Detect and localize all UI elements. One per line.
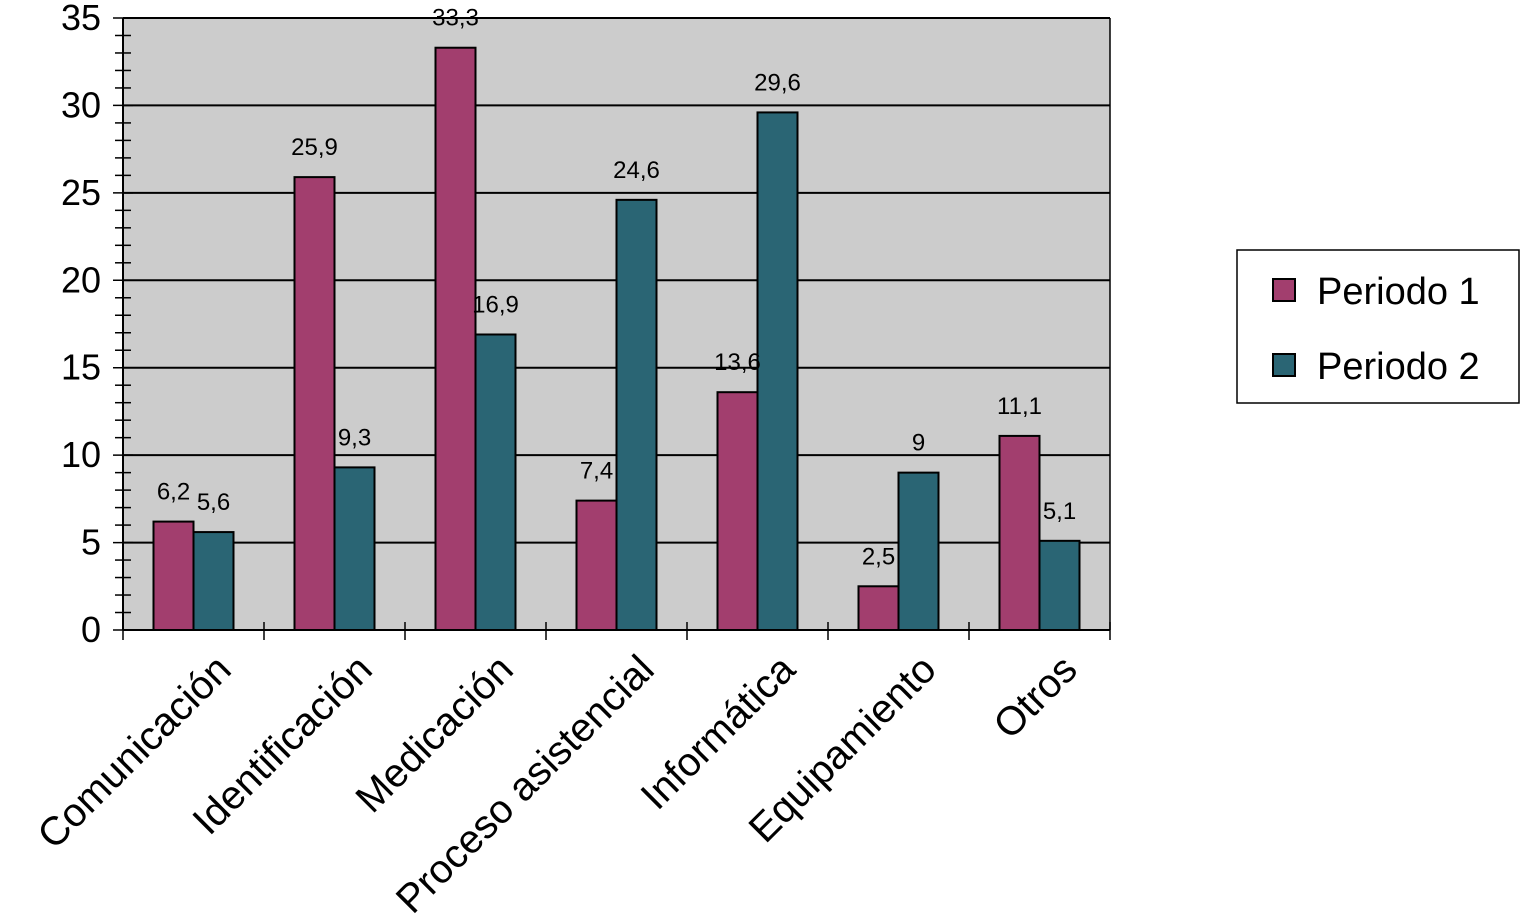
legend-swatch-periodo-2 bbox=[1272, 353, 1296, 377]
data-label: 6,2 bbox=[157, 479, 190, 506]
data-label: 9 bbox=[912, 430, 925, 457]
legend-label-periodo-2: Periodo 2 bbox=[1317, 346, 1480, 388]
data-label: 25,9 bbox=[291, 134, 338, 161]
data-label: 24,6 bbox=[613, 157, 660, 184]
y-tick-label: 35 bbox=[61, 0, 101, 38]
bar bbox=[615, 198, 658, 631]
legend: Periodo 1 Periodo 2 bbox=[1236, 249, 1520, 404]
data-label: 29,6 bbox=[754, 69, 801, 96]
bar bbox=[897, 471, 940, 631]
axes bbox=[113, 17, 1111, 640]
data-label: 5,1 bbox=[1043, 498, 1076, 525]
legend-box bbox=[1236, 249, 1520, 404]
data-label: 2,5 bbox=[862, 543, 895, 570]
y-tick-label: 20 bbox=[61, 259, 101, 300]
bar bbox=[998, 434, 1041, 631]
y-tick-label: 25 bbox=[61, 172, 101, 213]
bar bbox=[152, 520, 195, 631]
y-tick-labels: 0 5 10 15 20 25 30 35 bbox=[61, 0, 101, 650]
data-label: 16,9 bbox=[472, 291, 519, 318]
data-label: 9,3 bbox=[338, 424, 371, 451]
y-tick-label: 0 bbox=[81, 609, 101, 650]
y-tick-label: 15 bbox=[61, 347, 101, 388]
data-labels: 6,2 5,6 25,9 9,3 33,3 16,9 7,4 24,6 13,6 29,6 2,5 9… bbox=[157, 5, 1076, 571]
bar bbox=[1038, 539, 1081, 632]
y-tick-label: 10 bbox=[61, 434, 101, 475]
data-label: 13,6 bbox=[714, 349, 761, 376]
bar bbox=[333, 466, 376, 631]
bar bbox=[474, 333, 517, 631]
data-label: 5,6 bbox=[197, 489, 230, 516]
bar bbox=[192, 531, 235, 632]
data-label: 33,3 bbox=[432, 5, 479, 32]
bar bbox=[857, 585, 900, 631]
x-tick-label: Proceso asistencial bbox=[388, 647, 663, 920]
bar bbox=[756, 111, 799, 632]
legend-swatch-periodo-1 bbox=[1272, 278, 1296, 302]
bar bbox=[575, 499, 618, 631]
bar bbox=[293, 176, 336, 631]
bar bbox=[434, 46, 477, 632]
y-tick-label: 5 bbox=[81, 522, 101, 563]
data-label: 7,4 bbox=[580, 458, 613, 485]
bar bbox=[716, 391, 759, 631]
x-tick-labels: ComunicaciónIdentificaciónMedicaciónProc… bbox=[29, 647, 1085, 920]
x-tick-label: Otros bbox=[985, 647, 1085, 747]
legend-label-periodo-1: Periodo 1 bbox=[1317, 271, 1480, 313]
data-label: 11,1 bbox=[997, 393, 1042, 420]
y-tick-label: 30 bbox=[61, 84, 101, 125]
